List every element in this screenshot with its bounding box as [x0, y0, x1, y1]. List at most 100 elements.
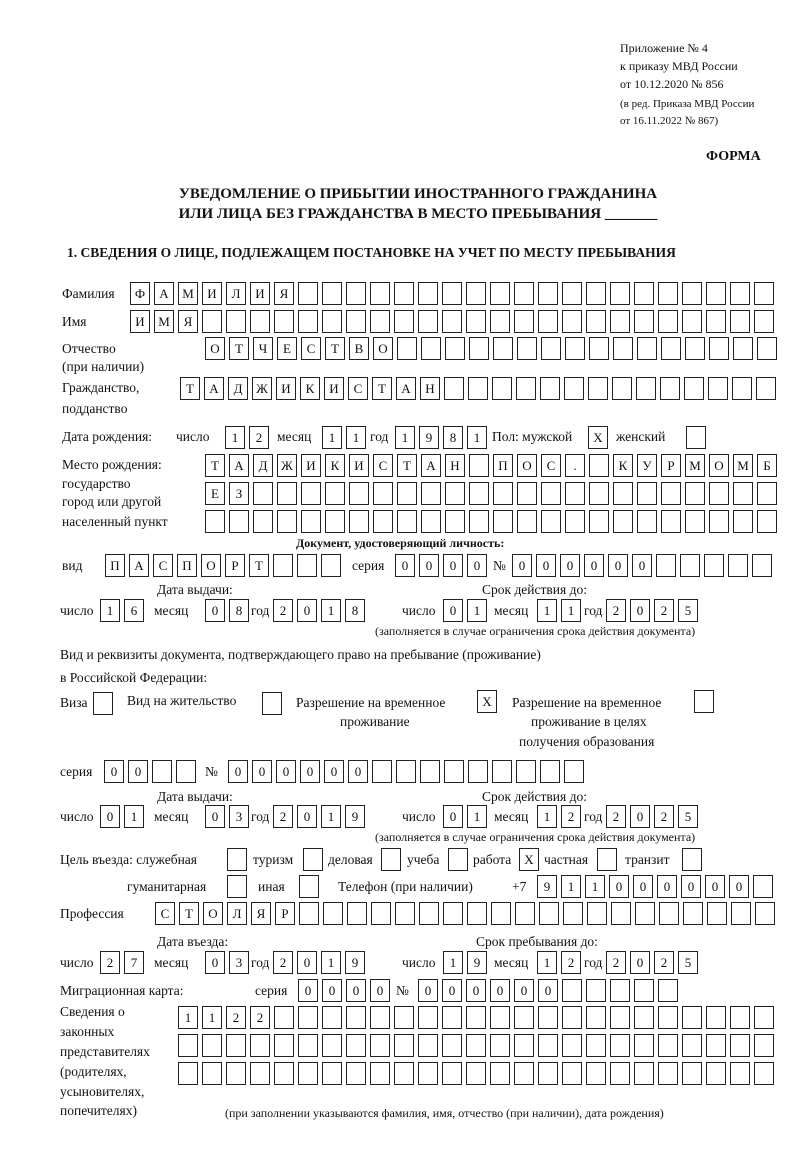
char-box[interactable]: С: [373, 454, 393, 477]
char-box[interactable]: [682, 848, 702, 871]
char-box[interactable]: [586, 979, 606, 1002]
char-box[interactable]: [732, 377, 752, 400]
char-box[interactable]: 5: [678, 951, 698, 974]
char-box[interactable]: 0: [490, 979, 510, 1002]
purpose-humanitarian[interactable]: [227, 875, 247, 898]
char-box[interactable]: 2: [249, 426, 269, 449]
temp-edu-checkbox[interactable]: [694, 690, 714, 713]
char-box[interactable]: [467, 902, 487, 925]
char-box[interactable]: [709, 337, 729, 360]
char-box[interactable]: [637, 482, 657, 505]
char-box[interactable]: 1: [321, 599, 341, 622]
char-box[interactable]: 1: [395, 426, 415, 449]
char-box[interactable]: Т: [249, 554, 269, 577]
char-box[interactable]: 0: [297, 951, 317, 974]
char-box[interactable]: [610, 1034, 630, 1057]
char-box[interactable]: [709, 482, 729, 505]
char-box[interactable]: 5: [678, 599, 698, 622]
purpose-work[interactable]: X: [519, 848, 539, 871]
char-box[interactable]: [586, 282, 606, 305]
char-box[interactable]: [466, 310, 486, 333]
char-box[interactable]: [538, 1006, 558, 1029]
char-box[interactable]: 0: [100, 805, 120, 828]
char-box[interactable]: [250, 1034, 270, 1057]
char-box[interactable]: Я: [274, 282, 294, 305]
char-box[interactable]: [396, 760, 416, 783]
char-box[interactable]: 1: [443, 951, 463, 974]
char-box[interactable]: 1: [561, 599, 581, 622]
char-box[interactable]: [661, 337, 681, 360]
char-box[interactable]: 0: [324, 760, 344, 783]
char-box[interactable]: [226, 1062, 246, 1085]
char-box[interactable]: [469, 337, 489, 360]
char-box[interactable]: [370, 1062, 390, 1085]
purpose-other[interactable]: [299, 875, 319, 898]
char-box[interactable]: [421, 337, 441, 360]
char-box[interactable]: А: [204, 377, 224, 400]
char-box[interactable]: [373, 482, 393, 505]
char-box[interactable]: [466, 282, 486, 305]
char-box[interactable]: 1: [178, 1006, 198, 1029]
char-box[interactable]: [733, 482, 753, 505]
char-box[interactable]: [634, 282, 654, 305]
char-box[interactable]: [346, 1062, 366, 1085]
char-box[interactable]: [418, 1034, 438, 1057]
char-box[interactable]: Л: [227, 902, 247, 925]
char-box[interactable]: К: [613, 454, 633, 477]
char-box[interactable]: [661, 482, 681, 505]
char-box[interactable]: Р: [275, 902, 295, 925]
char-box[interactable]: [656, 554, 676, 577]
char-box[interactable]: [445, 510, 465, 533]
char-box[interactable]: [253, 482, 273, 505]
char-box[interactable]: [682, 1034, 702, 1057]
char-box[interactable]: [277, 482, 297, 505]
char-box[interactable]: Е: [277, 337, 297, 360]
char-box[interactable]: [466, 1034, 486, 1057]
char-box[interactable]: [469, 454, 489, 477]
visa-checkbox[interactable]: [93, 692, 113, 715]
char-box[interactable]: 3: [229, 805, 249, 828]
char-box[interactable]: [202, 310, 222, 333]
char-box[interactable]: [421, 482, 441, 505]
char-box[interactable]: 0: [418, 979, 438, 1002]
char-box[interactable]: И: [324, 377, 344, 400]
char-box[interactable]: [540, 377, 560, 400]
char-box[interactable]: [635, 902, 655, 925]
char-box[interactable]: [754, 282, 774, 305]
char-box[interactable]: 2: [100, 951, 120, 974]
char-box[interactable]: [347, 902, 367, 925]
char-box[interactable]: [394, 1034, 414, 1057]
char-box[interactable]: [565, 482, 585, 505]
char-box[interactable]: [514, 310, 534, 333]
char-box[interactable]: 0: [297, 599, 317, 622]
char-box[interactable]: [586, 1062, 606, 1085]
char-box[interactable]: [346, 1006, 366, 1029]
char-box[interactable]: П: [177, 554, 197, 577]
char-box[interactable]: [442, 310, 462, 333]
char-box[interactable]: [541, 482, 561, 505]
char-box[interactable]: А: [154, 282, 174, 305]
char-box[interactable]: 1: [321, 951, 341, 974]
char-box[interactable]: 0: [633, 875, 653, 898]
char-box[interactable]: [301, 482, 321, 505]
char-box[interactable]: 5: [678, 805, 698, 828]
char-box[interactable]: 0: [322, 979, 342, 1002]
char-box[interactable]: И: [202, 282, 222, 305]
char-box[interactable]: X: [519, 848, 539, 871]
char-box[interactable]: 8: [229, 599, 249, 622]
char-box[interactable]: [394, 1062, 414, 1085]
char-box[interactable]: [754, 1062, 774, 1085]
char-box[interactable]: [493, 337, 513, 360]
char-box[interactable]: [612, 377, 632, 400]
char-box[interactable]: У: [637, 454, 657, 477]
char-box[interactable]: [613, 482, 633, 505]
char-box[interactable]: 7: [124, 951, 144, 974]
char-box[interactable]: [322, 1062, 342, 1085]
